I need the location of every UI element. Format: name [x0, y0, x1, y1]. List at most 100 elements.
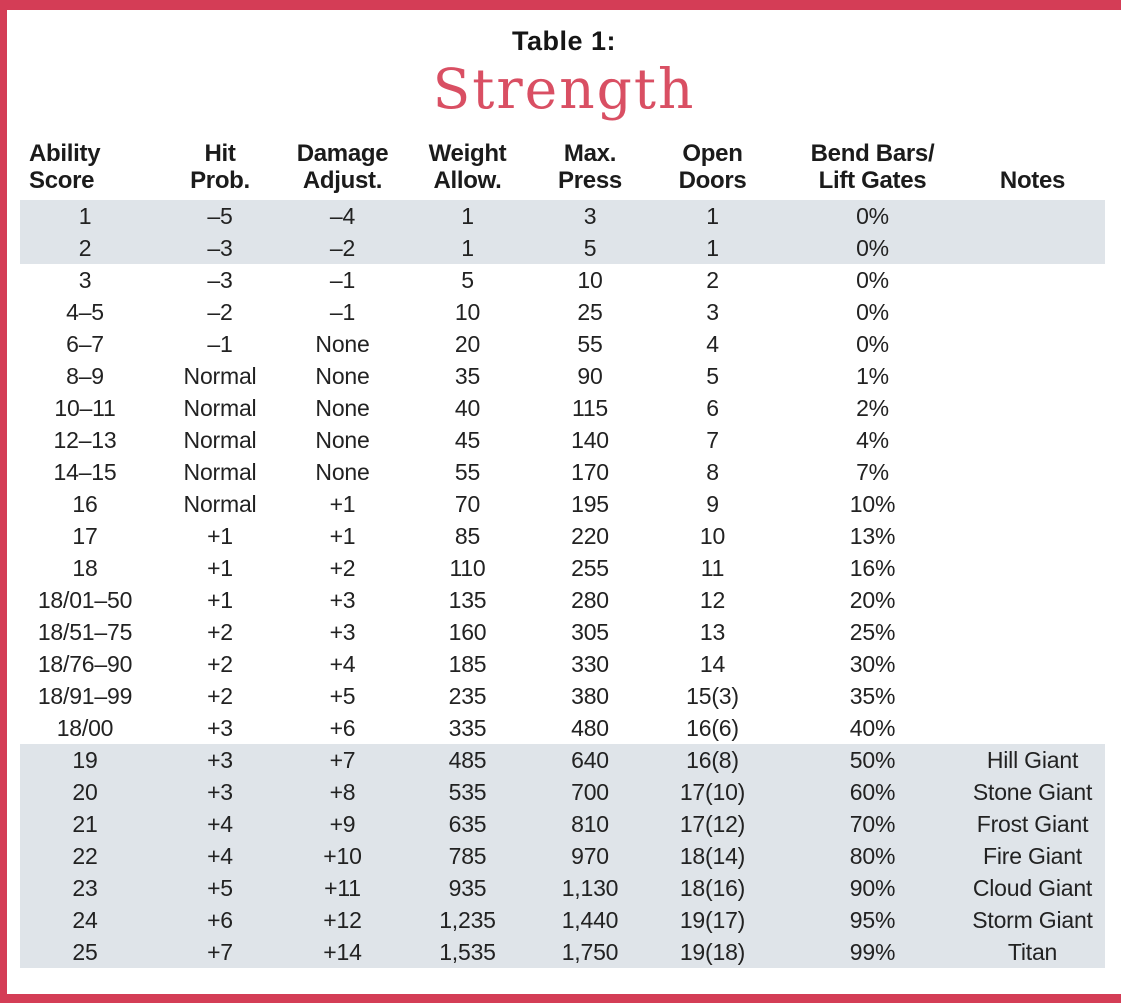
table-row: 12–13 Normal None 45 140 7 4% — [20, 424, 1105, 456]
table-cell: Normal — [183, 491, 257, 517]
table-body: 1 –5 –4 1 3 1 0% 2 –3 –2 1 5 1 0% 3 –3 –1 5 10 2 0% 4–5 –2 –1 10… — [20, 200, 1105, 968]
table-cell: 20 — [72, 779, 98, 805]
table-cell: +3 — [207, 779, 233, 805]
table-cell — [960, 392, 1105, 424]
table-cell: +2 — [207, 619, 233, 645]
table-row: 16 Normal +1 70 195 9 10% — [20, 488, 1105, 520]
table-cell: 12 — [699, 587, 726, 613]
table-cell: –1 — [329, 267, 356, 293]
table-cell: 0% — [856, 299, 889, 325]
table-cell: 1 — [706, 235, 719, 261]
table-cell: 10 — [699, 523, 726, 549]
table-cell: 18/51–75 — [37, 619, 133, 645]
table-cell: 1 — [461, 203, 474, 229]
table-cell: 330 — [571, 651, 609, 677]
table-cell: 335 — [448, 715, 487, 741]
table-cell: Cloud Giant — [972, 875, 1093, 901]
table-cell: –2 — [329, 235, 356, 261]
table-cell: 1 — [461, 235, 474, 261]
table-cell: 18/91–99 — [37, 683, 133, 709]
table-cell: +1 — [329, 523, 356, 549]
table-cell: 18/01–50 — [37, 587, 133, 613]
table-cell: Normal — [183, 395, 257, 421]
table-cell: 90% — [849, 875, 896, 901]
table-cell: 55 — [454, 459, 481, 485]
table-cell: 140 — [571, 427, 609, 453]
table-cell: +3 — [207, 747, 233, 773]
table-cell: 1,130 — [561, 875, 619, 901]
table-cell: 17(10) — [679, 779, 746, 805]
table-cell: 635 — [448, 811, 487, 837]
table-cell: 170 — [571, 459, 609, 485]
table-cell: 15(3) — [686, 683, 739, 709]
table-cell: Storm Giant — [972, 907, 1093, 933]
table-row: 18 +1 +2 110 255 11 16% — [20, 552, 1105, 584]
table-row: 23 +5 +11 935 1,130 18(16) 90% Cloud Giant — [20, 872, 1105, 904]
table-cell: +3 — [329, 587, 356, 613]
table-cell: +6 — [329, 715, 356, 741]
table-cell — [960, 264, 1105, 296]
column-header-ability-score: Ability Score — [29, 140, 101, 194]
table-cell: 18(14) — [679, 843, 746, 869]
table-cell: 16% — [849, 555, 896, 581]
table-row: 22 +4 +10 785 970 18(14) 80% Fire Giant — [20, 840, 1105, 872]
table-cell: 700 — [571, 779, 609, 805]
table-cell: 115 — [571, 395, 609, 421]
table-cell: +5 — [207, 875, 233, 901]
table-cell: 22 — [72, 843, 98, 869]
table-cell: +4 — [207, 843, 233, 869]
table-cell: +8 — [329, 779, 356, 805]
table-cell: 480 — [571, 715, 609, 741]
table-cell: 10 — [454, 299, 481, 325]
table-cell: 2% — [856, 395, 889, 421]
table-cell: 8 — [706, 459, 719, 485]
table-cell: 0% — [856, 331, 889, 357]
table-cell: –1 — [207, 331, 233, 357]
table-row: 18/00 +3 +6 335 480 16(6) 40% — [20, 712, 1105, 744]
table-cell: None — [315, 459, 370, 485]
table-cell: 1 — [78, 203, 92, 229]
table-header: Ability Score Hit Prob. Damage Adjust. W… — [20, 140, 1105, 200]
table-row: 17 +1 +1 85 220 10 13% — [20, 520, 1105, 552]
table-cell: +1 — [329, 491, 356, 517]
table-cell: 4 — [706, 331, 719, 357]
table-cell: 10% — [849, 491, 896, 517]
column-header-notes: Notes — [999, 167, 1066, 194]
table-cell: 0% — [856, 267, 889, 293]
strength-table: Ability Score Hit Prob. Damage Adjust. W… — [20, 140, 1105, 968]
table-cell: 6–7 — [66, 331, 104, 357]
table-cell: 18 — [72, 555, 98, 581]
table-cell: 1,440 — [561, 907, 619, 933]
table-cell: 6 — [706, 395, 719, 421]
table-cell: Hill Giant — [986, 747, 1079, 773]
table-cell: 99% — [849, 939, 896, 965]
table-cell: +3 — [207, 715, 233, 741]
table-cell: 45 — [454, 427, 481, 453]
table-cell — [960, 680, 1105, 712]
table-row: 8–9 Normal None 35 90 5 1% — [20, 360, 1105, 392]
table-row: 25 +7 +14 1,535 1,750 19(18) 99% Titan — [20, 936, 1105, 968]
table-cell: Frost Giant — [976, 811, 1089, 837]
table-cell: 18/76–90 — [37, 651, 133, 677]
table-cell: 195 — [571, 491, 609, 517]
table-cell — [960, 520, 1105, 552]
table-cell: +2 — [207, 651, 233, 677]
table-cell: +7 — [329, 747, 356, 773]
table-cell: 160 — [448, 619, 487, 645]
table-cell: 3 — [583, 203, 597, 229]
column-header-weight-allow: Weight Allow. — [428, 140, 507, 194]
table-row: 14–15 Normal None 55 170 8 7% — [20, 456, 1105, 488]
table-cell: +2 — [207, 683, 233, 709]
table-cell: 5 — [583, 235, 597, 261]
table-cell: 60% — [849, 779, 896, 805]
table-cell: 785 — [448, 843, 487, 869]
table-cell: 935 — [448, 875, 487, 901]
table-cell: 10 — [577, 267, 603, 293]
table-cell: 2 — [78, 235, 92, 261]
table-row: 19 +3 +7 485 640 16(8) 50% Hill Giant — [20, 744, 1105, 776]
table-cell: +1 — [207, 555, 233, 581]
column-header-bend-bars: Bend Bars/ Lift Gates — [810, 140, 935, 194]
table-cell: +2 — [329, 555, 356, 581]
table-cell: 16(6) — [686, 715, 739, 741]
